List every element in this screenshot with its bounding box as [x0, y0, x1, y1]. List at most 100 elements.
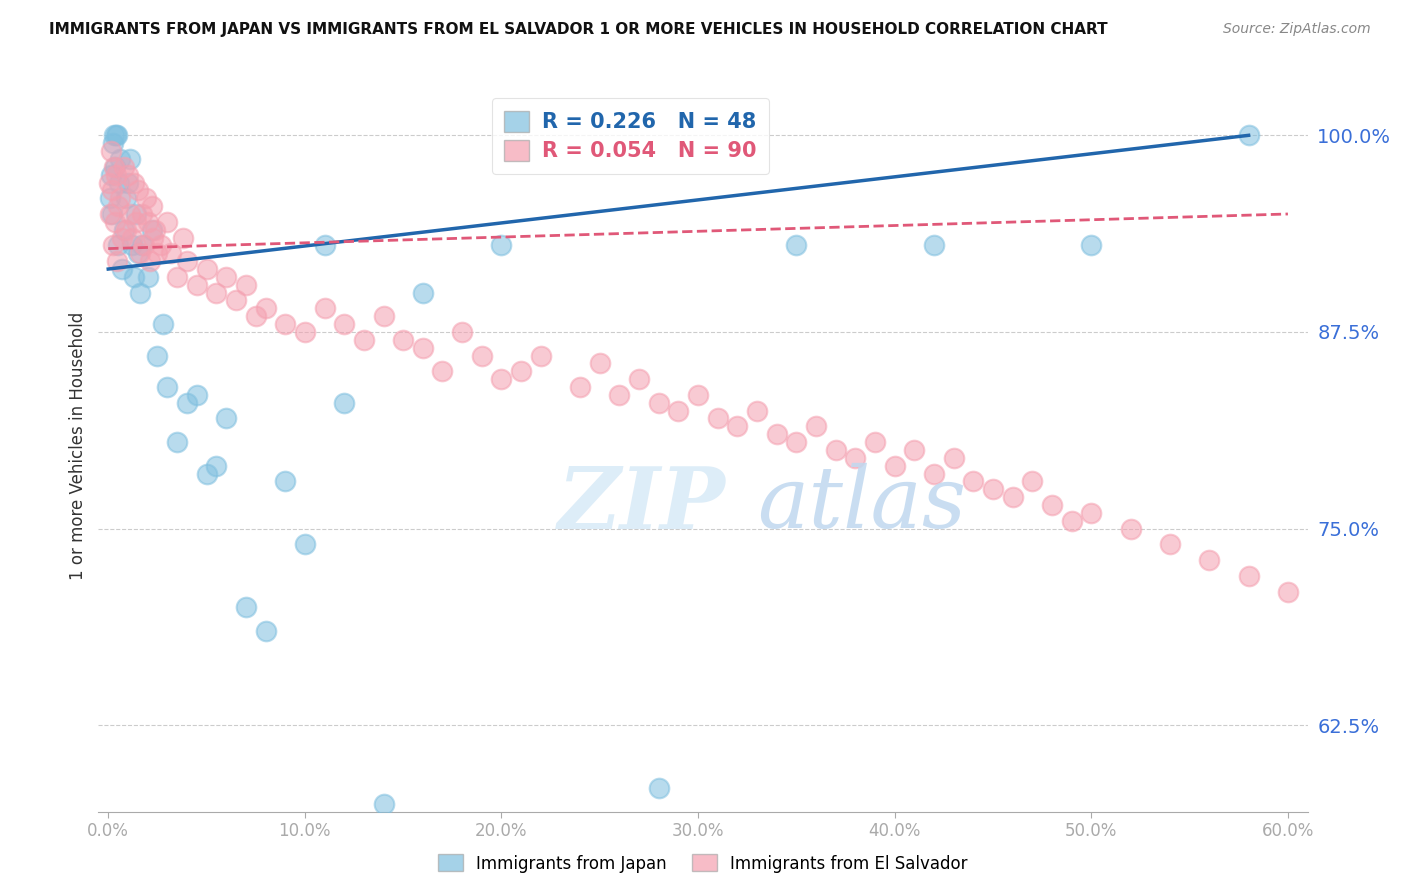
- Point: [145, 223, 167, 237]
- Point: [98, 207, 121, 221]
- Point: [491, 238, 513, 252]
- Point: [112, 160, 135, 174]
- Point: [1060, 514, 1083, 528]
- Point: [115, 191, 138, 205]
- Point: [1237, 568, 1260, 582]
- Point: [101, 136, 124, 151]
- Point: [844, 450, 866, 465]
- Point: [589, 356, 612, 370]
- Point: [122, 176, 145, 190]
- Point: [150, 238, 173, 252]
- Point: [121, 230, 143, 244]
- Point: [117, 168, 139, 182]
- Point: [609, 388, 631, 402]
- Point: [215, 269, 238, 284]
- Point: [235, 277, 257, 292]
- Point: [105, 128, 128, 143]
- Point: [111, 230, 134, 244]
- Point: [254, 301, 277, 316]
- Point: [451, 325, 474, 339]
- Point: [432, 364, 454, 378]
- Point: [314, 238, 336, 252]
- Point: [98, 191, 121, 205]
- Point: [176, 396, 198, 410]
- Point: [107, 238, 129, 252]
- Point: [648, 396, 671, 410]
- Point: [373, 797, 395, 811]
- Point: [108, 152, 131, 166]
- Point: [471, 349, 494, 363]
- Y-axis label: 1 or more Vehicles in Household: 1 or more Vehicles in Household: [69, 312, 87, 580]
- Point: [1080, 238, 1102, 252]
- Point: [688, 388, 710, 402]
- Point: [156, 215, 179, 229]
- Point: [100, 144, 122, 158]
- Point: [101, 207, 124, 221]
- Point: [186, 388, 208, 402]
- Point: [122, 269, 145, 284]
- Point: [314, 301, 336, 316]
- Point: [195, 262, 218, 277]
- Point: [105, 128, 128, 143]
- Point: [785, 238, 807, 252]
- Point: [111, 262, 134, 277]
- Point: [294, 325, 316, 339]
- Point: [125, 215, 148, 229]
- Point: [333, 317, 356, 331]
- Point: [108, 176, 131, 190]
- Point: [128, 285, 150, 300]
- Point: [274, 317, 297, 331]
- Point: [112, 223, 135, 237]
- Point: [706, 411, 728, 425]
- Point: [105, 254, 128, 268]
- Point: [146, 349, 169, 363]
- Point: [1198, 553, 1220, 567]
- Point: [903, 442, 925, 457]
- Point: [1119, 522, 1142, 536]
- Point: [118, 152, 141, 166]
- Legend: Immigrants from Japan, Immigrants from El Salvador: Immigrants from Japan, Immigrants from E…: [432, 847, 974, 880]
- Point: [785, 435, 807, 450]
- Point: [117, 176, 139, 190]
- Point: [103, 128, 125, 143]
- Point: [294, 537, 316, 551]
- Point: [1021, 475, 1043, 489]
- Point: [962, 475, 984, 489]
- Point: [108, 191, 131, 205]
- Point: [412, 341, 434, 355]
- Point: [104, 160, 127, 174]
- Point: [922, 238, 945, 252]
- Point: [176, 254, 198, 268]
- Point: [412, 285, 434, 300]
- Point: [648, 781, 671, 796]
- Point: [510, 364, 533, 378]
- Point: [745, 403, 768, 417]
- Point: [195, 467, 218, 481]
- Point: [142, 230, 165, 244]
- Point: [160, 246, 183, 260]
- Point: [118, 207, 141, 221]
- Point: [942, 450, 965, 465]
- Point: [569, 380, 592, 394]
- Point: [1040, 498, 1063, 512]
- Point: [136, 269, 159, 284]
- Point: [1080, 506, 1102, 520]
- Point: [530, 349, 553, 363]
- Point: [1237, 128, 1260, 143]
- Point: [127, 183, 149, 197]
- Point: [205, 285, 228, 300]
- Point: [274, 475, 297, 489]
- Point: [824, 442, 846, 457]
- Point: [981, 482, 1004, 496]
- Point: [128, 246, 150, 260]
- Point: [131, 238, 153, 252]
- Point: [138, 254, 160, 268]
- Point: [1277, 584, 1299, 599]
- Point: [101, 238, 124, 252]
- Point: [353, 333, 375, 347]
- Point: [373, 310, 395, 324]
- Point: [765, 427, 787, 442]
- Point: [668, 403, 690, 417]
- Point: [104, 215, 127, 229]
- Point: [103, 160, 125, 174]
